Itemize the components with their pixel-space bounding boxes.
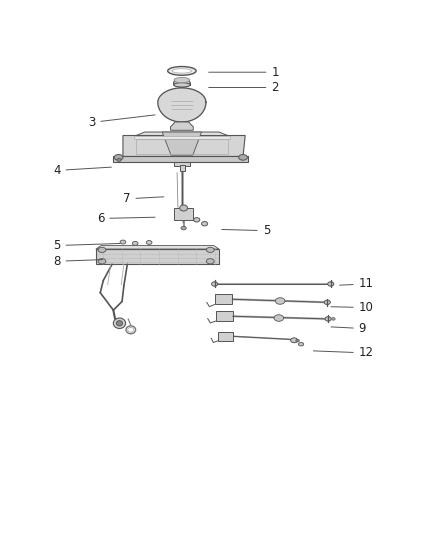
Ellipse shape: [201, 222, 208, 226]
Ellipse shape: [117, 321, 123, 326]
Ellipse shape: [98, 259, 106, 264]
Text: 5: 5: [222, 224, 270, 237]
Text: 3: 3: [88, 115, 155, 129]
Text: 1: 1: [208, 66, 279, 79]
Text: 11: 11: [339, 278, 374, 290]
Text: 5: 5: [53, 239, 120, 252]
Text: 6: 6: [97, 212, 155, 225]
Ellipse shape: [180, 205, 187, 211]
Ellipse shape: [324, 300, 330, 304]
Ellipse shape: [194, 217, 200, 222]
Ellipse shape: [98, 247, 106, 253]
Ellipse shape: [212, 282, 218, 286]
Polygon shape: [123, 135, 245, 157]
Ellipse shape: [276, 298, 285, 304]
Ellipse shape: [328, 282, 334, 286]
Text: 8: 8: [53, 255, 102, 268]
Bar: [215, 294, 232, 304]
Ellipse shape: [332, 318, 335, 320]
Ellipse shape: [206, 259, 214, 264]
Text: 12: 12: [314, 346, 374, 359]
Bar: [218, 332, 233, 341]
Ellipse shape: [239, 155, 247, 160]
Text: 10: 10: [331, 301, 374, 314]
Ellipse shape: [114, 155, 123, 160]
Bar: [174, 161, 190, 166]
Ellipse shape: [274, 315, 284, 321]
Text: 7: 7: [123, 192, 164, 205]
Polygon shape: [96, 249, 219, 264]
Ellipse shape: [173, 79, 190, 87]
Ellipse shape: [120, 240, 126, 244]
Text: 4: 4: [53, 164, 111, 177]
Ellipse shape: [168, 67, 196, 75]
Ellipse shape: [146, 240, 152, 245]
Polygon shape: [158, 88, 206, 122]
Ellipse shape: [181, 227, 186, 230]
Bar: [113, 156, 248, 161]
Ellipse shape: [325, 317, 331, 321]
Ellipse shape: [172, 69, 191, 73]
Bar: [174, 208, 193, 220]
Polygon shape: [96, 246, 219, 249]
Ellipse shape: [298, 343, 304, 346]
Ellipse shape: [290, 338, 297, 343]
Ellipse shape: [206, 247, 214, 253]
Bar: [180, 165, 185, 171]
Bar: [216, 311, 233, 321]
Polygon shape: [136, 132, 228, 135]
Ellipse shape: [173, 83, 190, 87]
Polygon shape: [134, 135, 230, 139]
Ellipse shape: [174, 77, 190, 83]
Ellipse shape: [296, 340, 299, 342]
Ellipse shape: [113, 318, 126, 328]
Text: 9: 9: [331, 322, 366, 335]
Polygon shape: [170, 122, 193, 130]
Ellipse shape: [117, 158, 121, 161]
Text: 2: 2: [208, 81, 279, 94]
Polygon shape: [162, 132, 201, 155]
Ellipse shape: [132, 241, 138, 245]
